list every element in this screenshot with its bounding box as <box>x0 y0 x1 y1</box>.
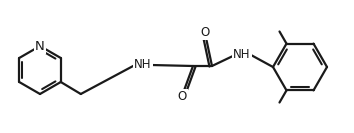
Text: O: O <box>177 90 187 103</box>
Text: NH: NH <box>134 59 152 72</box>
Text: NH: NH <box>233 49 251 61</box>
Text: O: O <box>200 26 210 40</box>
Text: N: N <box>35 40 45 53</box>
